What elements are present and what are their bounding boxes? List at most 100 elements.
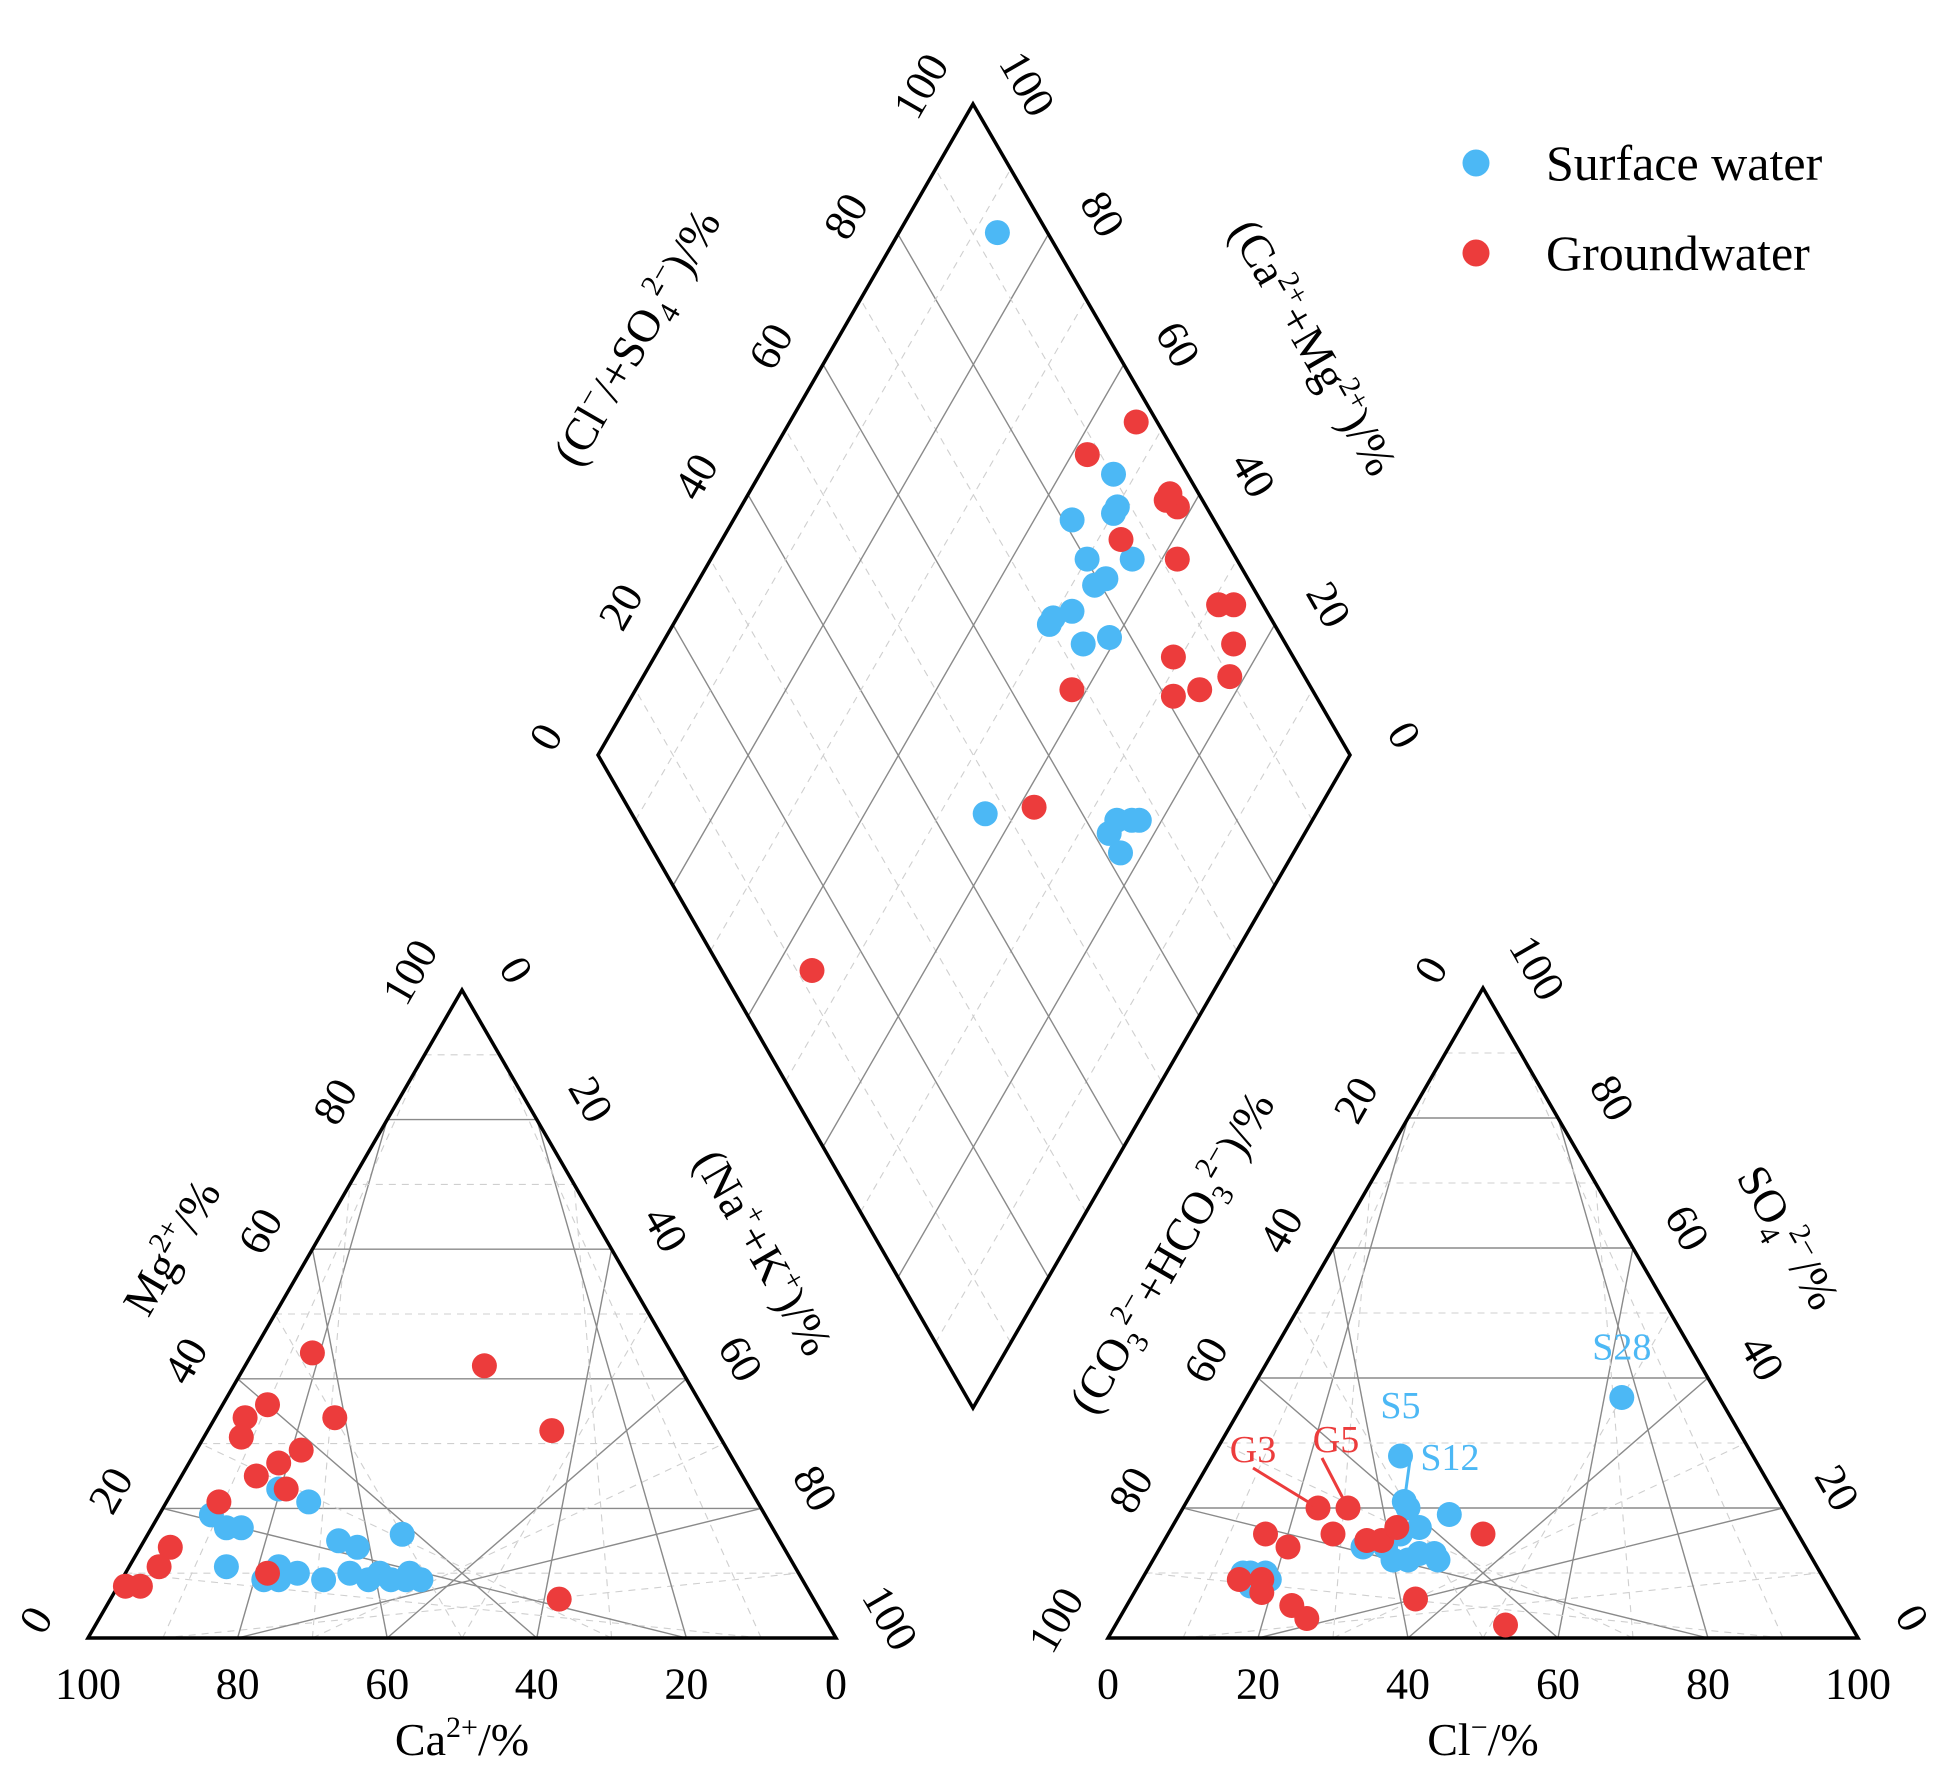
- anion-grid-b: [1519, 1052, 1784, 1639]
- surface-water-cation-point: [408, 1567, 434, 1593]
- anion-grid-a: [1220, 1442, 1634, 1639]
- groundwater-cation-point: [546, 1586, 572, 1612]
- anion-grid-a: [1332, 1182, 1372, 1639]
- mg-tick-label: 0: [9, 1598, 62, 1642]
- groundwater-cation-point: [206, 1489, 232, 1515]
- surface-water-anion-point: [1395, 1495, 1421, 1521]
- surface-water-diamond-point: [1070, 631, 1096, 657]
- groundwater-cation-point: [288, 1437, 314, 1463]
- grid-layer: [125, 168, 1821, 1639]
- diamond-grid-b: [860, 299, 1238, 952]
- groundwater-cation-point: [273, 1476, 299, 1502]
- groundwater-anion-point: [1253, 1521, 1278, 1547]
- na-tick-label: 20: [559, 1068, 623, 1131]
- surface-water-diamond-point: [1074, 546, 1100, 572]
- annotation-leader-s12: [1402, 1459, 1412, 1502]
- diamond-grid-b: [822, 364, 1200, 1017]
- surface-water-diamond-point: [1059, 507, 1085, 533]
- groundwater-cation-point: [539, 1418, 565, 1444]
- diamond-grid-b: [635, 689, 1012, 1343]
- na-tick-label: 80: [783, 1457, 847, 1520]
- anion-grid-a: [1295, 1312, 1484, 1639]
- anion-grid-b: [1332, 1442, 1746, 1639]
- surface-water-anion-point: [1609, 1385, 1635, 1410]
- groundwater-diamond-point: [1108, 527, 1134, 552]
- diamond-left-tick-label: 40: [664, 445, 728, 508]
- cl-tick-label: 80: [1686, 1660, 1730, 1709]
- diamond-grid-a: [635, 168, 1012, 821]
- diamond-left-tick-label: 100: [883, 45, 958, 127]
- annotation-leader-g5: [1320, 1457, 1350, 1509]
- legend-label-groundwater: Groundwater: [1546, 225, 1810, 281]
- surface-water-anion-point: [1388, 1443, 1413, 1469]
- groundwater-anion-point: [1226, 1567, 1252, 1592]
- co3-tick-label: 20: [1324, 1069, 1388, 1132]
- groundwater-anion-point: [1249, 1580, 1275, 1605]
- diamond-grid-b: [785, 429, 1162, 1082]
- groundwater-cation-point: [299, 1340, 325, 1366]
- groundwater-cation-point: [322, 1405, 348, 1431]
- surface-water-diamond-point: [1119, 546, 1145, 572]
- na-tick-label: 40: [633, 1198, 697, 1261]
- groundwater-anion-point: [1320, 1521, 1346, 1547]
- groundwater-diamond-point: [1160, 683, 1186, 709]
- anion-bottom-axis-label: Cl−/%: [1427, 1711, 1539, 1765]
- co3-tick-label: 40: [1249, 1199, 1313, 1262]
- groundwater-anion-point: [1493, 1612, 1518, 1638]
- surface-water-cation-point: [284, 1560, 310, 1586]
- mg-tick-label: 60: [228, 1200, 292, 1263]
- mg-tick-label: 40: [153, 1329, 217, 1392]
- diamond-grid-a: [785, 429, 1162, 1082]
- so4-tick-label: 100: [1499, 927, 1574, 1009]
- diamond-right-axis-label: (Ca2++Mg2+)/%: [1220, 209, 1410, 484]
- groundwater-anion-point: [1275, 1534, 1301, 1560]
- surface-water-diamond-point: [1101, 500, 1126, 526]
- cation-grid-b: [162, 1572, 799, 1639]
- ca-tick-label: 100: [55, 1660, 121, 1709]
- surface-water-diamond-point: [1036, 611, 1062, 637]
- cation-grid-a: [125, 1572, 762, 1639]
- surface-water-cation-point: [296, 1489, 322, 1515]
- cation-bottom-axis-label: Ca2+/%: [395, 1711, 529, 1765]
- axis-labels: Ca2+/% Cl−/% Mg2+/% (Na++K+)/% (CO32−+HCO32−…: [110, 200, 1852, 1765]
- surface-water-cation-point: [311, 1567, 337, 1593]
- ca-tick-label: 20: [664, 1660, 708, 1709]
- surface-water-cation-point: [213, 1554, 239, 1580]
- diamond-grid-b: [710, 559, 1087, 1213]
- na-tick-label: 0: [489, 948, 542, 992]
- groundwater-anion-point: [1403, 1586, 1428, 1612]
- diamond-grid-a: [747, 364, 1125, 1017]
- outline-layer: [84, 100, 1862, 1640]
- cation-grid-b: [536, 1119, 688, 1639]
- anion-left-axis-label: (CO32−+HCO32−)/%: [1056, 1081, 1290, 1426]
- surface-water-cation-point: [228, 1515, 254, 1541]
- anion-grid-b: [1594, 1182, 1634, 1639]
- diamond-left-tick-label: 80: [814, 185, 878, 248]
- data-points: [112, 220, 1635, 1638]
- annotation-g3: G3: [1230, 1429, 1276, 1471]
- na-tick-label: 100: [852, 1577, 927, 1659]
- anion-grid-b: [1557, 1117, 1709, 1639]
- anion-right-axis-label: SO42−/%: [1721, 1155, 1852, 1321]
- surface-water-diamond-point: [1059, 598, 1085, 624]
- diamond-right-tick-label: 0: [1377, 713, 1430, 757]
- co3-tick-label: 0: [1404, 948, 1457, 992]
- cation-left-axis-label: Mg2+/%: [110, 1169, 230, 1323]
- groundwater-diamond-point: [1217, 664, 1243, 690]
- annotation-s28: S28: [1592, 1327, 1651, 1369]
- diamond-right-tick-label: 60: [1146, 313, 1210, 376]
- cation-grid-b: [573, 1184, 613, 1639]
- anion-triangle: [1104, 984, 1862, 1640]
- mg-tick-label: 20: [79, 1459, 143, 1522]
- cation-grid-b: [498, 1054, 762, 1639]
- legend-marker-groundwater: [1462, 239, 1490, 267]
- so4-tick-label: 0: [1885, 1596, 1938, 1640]
- annotation-leader-g3: [1252, 1466, 1319, 1510]
- diamond-grid-a: [710, 299, 1087, 952]
- surface-water-diamond-point: [1093, 566, 1119, 592]
- anion-grid-b: [1257, 1507, 1784, 1639]
- groundwater-cation-point: [157, 1534, 183, 1560]
- ca-tick-label: 60: [365, 1660, 409, 1709]
- groundwater-diamond-point: [1074, 442, 1100, 468]
